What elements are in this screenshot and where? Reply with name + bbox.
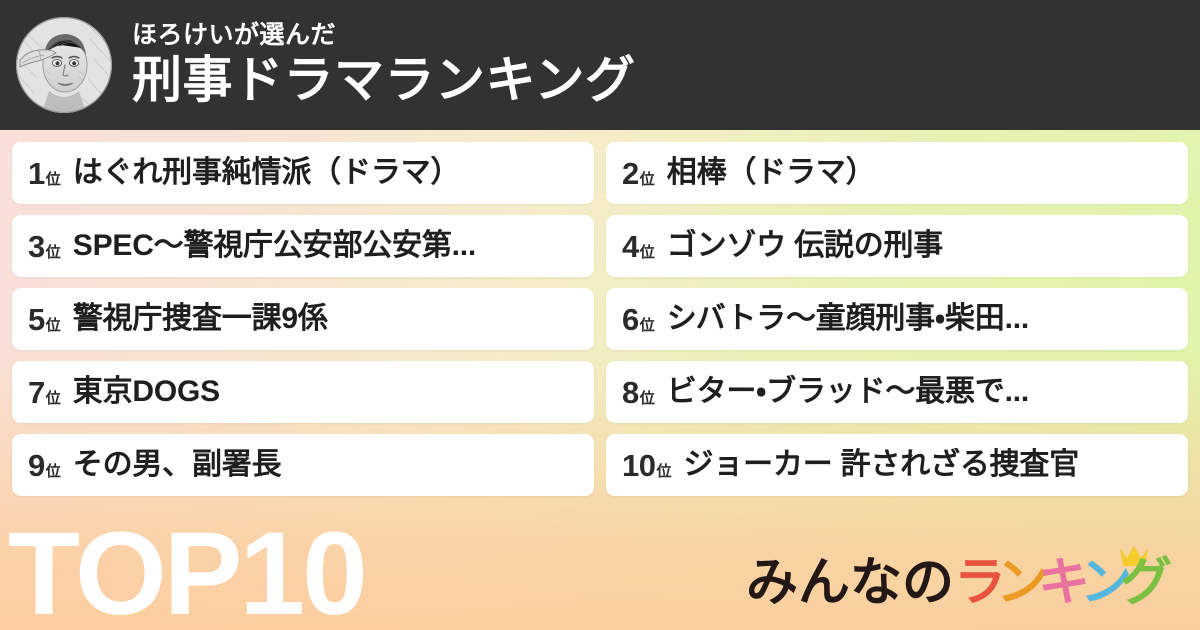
svg-text:グ: グ bbox=[1120, 554, 1172, 612]
rank-number-group: 3 位 bbox=[28, 231, 61, 262]
rank-number-group: 5 位 bbox=[28, 304, 61, 335]
rank-item-3[interactable]: 3 位 SPEC〜警視庁公安部公安第... bbox=[12, 215, 594, 277]
rank-title: その男、副署長 bbox=[72, 447, 282, 481]
page-title: 刑事ドラマランキング bbox=[132, 51, 636, 108]
rank-number-group: 8 位 bbox=[622, 377, 655, 408]
rank-unit: 位 bbox=[639, 243, 655, 261]
rank-number: 9 bbox=[28, 447, 45, 483]
rank-number: 8 bbox=[622, 374, 639, 410]
ranking-area: 1 位 はぐれ刑事純情派（ドラマ） 2 位 相棒（ドラマ） 3 位 SPEC〜警… bbox=[0, 130, 1200, 496]
rank-number-group: 4 位 bbox=[622, 231, 655, 262]
header-subtitle: ほろけいが選んだ bbox=[132, 21, 337, 50]
rank-item-1[interactable]: 1 位 はぐれ刑事純情派（ドラマ） bbox=[12, 142, 594, 204]
rank-number: 6 bbox=[622, 301, 639, 337]
rank-number-group: 9 位 bbox=[28, 450, 61, 481]
avatar bbox=[16, 17, 112, 113]
rank-item-8[interactable]: 8 位 ビター・ブラッド〜最悪で... bbox=[606, 361, 1188, 423]
rank-unit: 位 bbox=[45, 462, 61, 480]
rank-unit: 位 bbox=[656, 462, 672, 480]
rank-title: ビター・ブラッド〜最悪で... bbox=[666, 374, 1029, 408]
header-bar: ほろけいが選んだ 刑事ドラマランキング bbox=[0, 0, 1200, 130]
rank-item-6[interactable]: 6 位 シバトラ〜童顔刑事・柴田... bbox=[606, 288, 1188, 350]
crown-icon bbox=[1120, 546, 1148, 566]
top10-watermark: TOP10 bbox=[8, 508, 368, 630]
svg-text:みんなの: みんなの bbox=[746, 554, 954, 612]
footer: TOP10 みんなの ラ ン キ ン グ bbox=[0, 505, 1200, 630]
rank-number: 10 bbox=[622, 447, 656, 483]
rank-unit: 位 bbox=[639, 389, 655, 407]
svg-text:ン: ン bbox=[1080, 554, 1132, 612]
rank-title: 相棒（ドラマ） bbox=[666, 155, 876, 189]
rank-number: 4 bbox=[622, 228, 639, 264]
rank-unit: 位 bbox=[45, 243, 61, 261]
rank-item-5[interactable]: 5 位 警視庁捜査一課9係 bbox=[12, 288, 594, 350]
rank-number: 5 bbox=[28, 301, 45, 337]
ranking-grid: 1 位 はぐれ刑事純情派（ドラマ） 2 位 相棒（ドラマ） 3 位 SPEC〜警… bbox=[12, 142, 1188, 496]
rank-number-group: 6 位 bbox=[622, 304, 655, 335]
rank-title: 警視庁捜査一課9係 bbox=[72, 301, 328, 335]
svg-text:キ: キ bbox=[1038, 554, 1090, 612]
rank-title: はぐれ刑事純情派（ドラマ） bbox=[72, 155, 461, 189]
rank-number-group: 2 位 bbox=[622, 158, 655, 189]
rank-number-group: 1 位 bbox=[28, 158, 61, 189]
rank-item-7[interactable]: 7 位 東京DOGS bbox=[12, 361, 594, 423]
rank-title: SPEC〜警視庁公安部公安第... bbox=[72, 228, 477, 262]
header-text-group: ほろけいが選んだ 刑事ドラマランキング bbox=[132, 22, 636, 108]
rank-item-10[interactable]: 10 位 ジョーカー 許されざる捜査官 bbox=[606, 434, 1188, 496]
rank-title: ジョーカー 許されざる捜査官 bbox=[683, 447, 1080, 481]
brand-logo[interactable]: みんなの ラ ン キ ン グ bbox=[746, 544, 1200, 630]
rank-number: 3 bbox=[28, 228, 45, 264]
rank-unit: 位 bbox=[639, 316, 655, 334]
rank-item-2[interactable]: 2 位 相棒（ドラマ） bbox=[606, 142, 1188, 204]
svg-text:ラ: ラ bbox=[954, 554, 1006, 612]
rank-number: 2 bbox=[622, 155, 639, 191]
rank-number-group: 7 位 bbox=[28, 377, 61, 408]
rank-title: ゴンゾウ 伝説の刑事 bbox=[666, 228, 944, 262]
rank-number: 7 bbox=[28, 374, 45, 410]
rank-item-9[interactable]: 9 位 その男、副署長 bbox=[12, 434, 594, 496]
rank-unit: 位 bbox=[45, 316, 61, 334]
rank-unit: 位 bbox=[45, 389, 61, 407]
rank-number: 1 bbox=[28, 155, 45, 191]
rank-number-group: 10 位 bbox=[622, 450, 672, 481]
rank-title: シバトラ〜童顔刑事・柴田... bbox=[666, 301, 1029, 335]
rank-title: 東京DOGS bbox=[72, 374, 220, 408]
rank-item-4[interactable]: 4 位 ゴンゾウ 伝説の刑事 bbox=[606, 215, 1188, 277]
rank-unit: 位 bbox=[45, 170, 61, 188]
svg-text:ン: ン bbox=[996, 554, 1048, 612]
rank-unit: 位 bbox=[639, 170, 655, 188]
